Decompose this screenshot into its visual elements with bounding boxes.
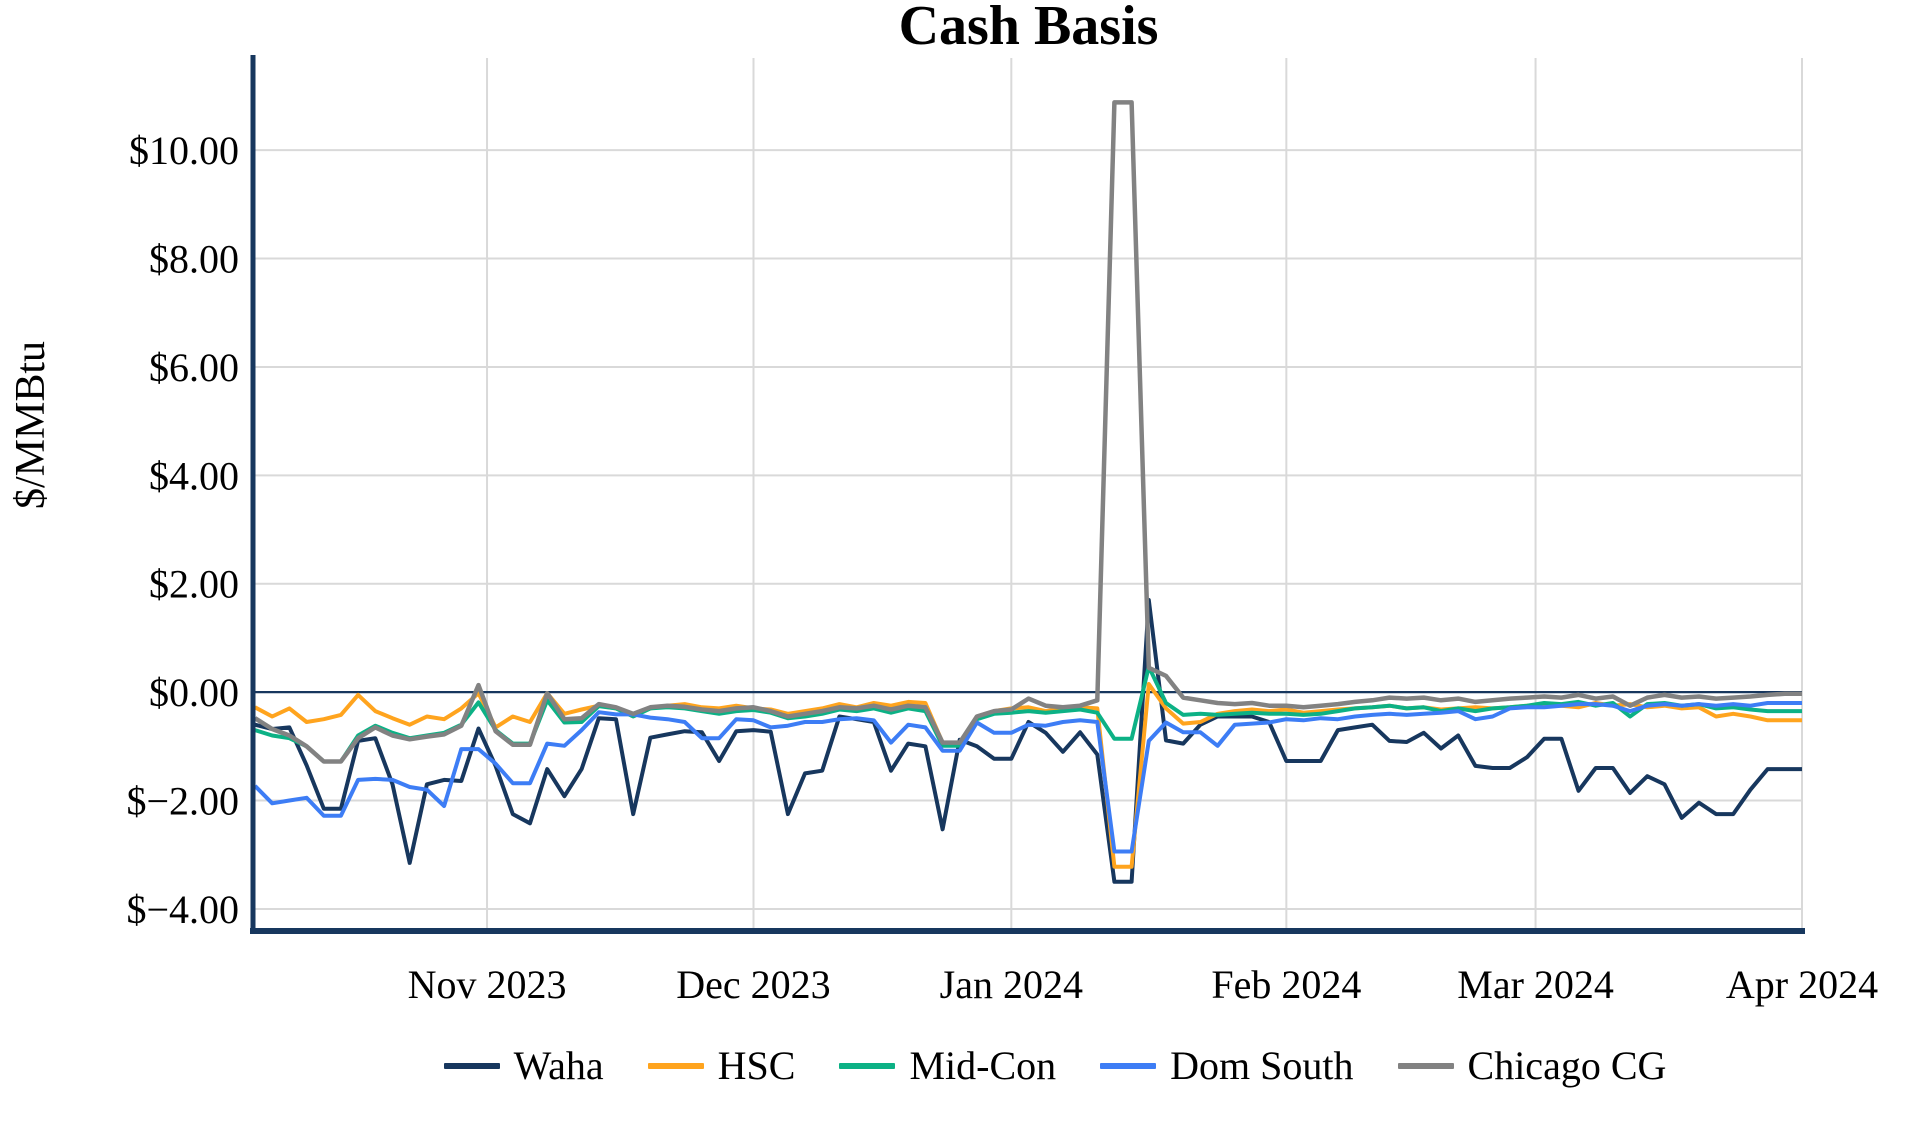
y-tick-label: $−2.00: [126, 779, 239, 824]
legend-label-mid-con: Mid-Con: [909, 1043, 1057, 1088]
legend-label-dom-south: Dom South: [1170, 1043, 1354, 1088]
series-line-dom-south: [253, 701, 1802, 854]
legend-marker-mid-con: [839, 1063, 896, 1069]
x-tick-label: Jan 2024: [940, 962, 1083, 1007]
x-tick-label: Apr 2024: [1726, 962, 1878, 1007]
x-tick-label: Nov 2023: [408, 962, 567, 1007]
y-tick-label: $6.00: [149, 345, 239, 390]
legend-item-waha[interactable]: Waha: [443, 1043, 604, 1088]
legend-item-mid-con[interactable]: Mid-Con: [839, 1046, 1056, 1086]
series-line-waha: [254, 598, 1802, 884]
series-line-chicago-cg: [253, 100, 1802, 764]
legend-label-waha: Waha: [513, 1043, 604, 1088]
y-tick-label: $0.00: [149, 670, 239, 715]
y-tick-label: $−4.00: [126, 887, 239, 932]
legend-marker-waha: [443, 1063, 500, 1069]
x-tick-label: Feb 2024: [1211, 962, 1361, 1007]
legend-item-chicago-cg[interactable]: Chicago CG: [1397, 1043, 1667, 1088]
legend-label-chicago-cg: Chicago CG: [1467, 1043, 1667, 1088]
y-tick-label: $8.00: [149, 237, 239, 282]
legend-item-dom-south[interactable]: Dom South: [1100, 1043, 1354, 1088]
legend-marker-dom-south: [1100, 1063, 1157, 1069]
y-axis-title: $/MMBtu: [8, 340, 54, 510]
y-tick-label: $2.00: [149, 562, 239, 607]
legend-marker-hsc: [647, 1063, 704, 1069]
chart-title: Cash Basis: [898, 0, 1159, 57]
y-tick-label: $10.00: [129, 128, 239, 173]
x-tick-label: Dec 2023: [676, 962, 830, 1007]
legend: Waha HSC Mid-Con Dom South Chicago CG: [255, 1046, 1855, 1086]
legend-item-hsc[interactable]: HSC: [647, 1043, 796, 1088]
legend-marker-chicago-cg: [1397, 1063, 1454, 1069]
x-tick-label: Mar 2024: [1457, 962, 1614, 1007]
y-tick-label: $4.00: [149, 453, 239, 498]
legend-label-hsc: HSC: [717, 1043, 796, 1088]
